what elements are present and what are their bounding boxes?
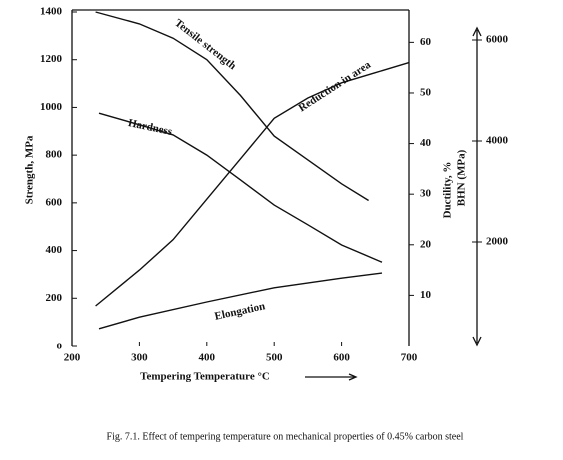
y-tick-label: 1000 xyxy=(40,101,63,113)
y-tick-label: 200 xyxy=(46,292,63,304)
y2-tick-label: 10 xyxy=(420,289,432,301)
y2-tick-label: 30 xyxy=(420,188,432,200)
series-line xyxy=(95,61,410,307)
y2-tick-label: 60 xyxy=(420,36,432,48)
y-tick-label: 400 xyxy=(46,244,63,256)
x-arrow-head xyxy=(348,373,358,381)
x-tick-label: 400 xyxy=(199,352,216,364)
curve-label: Hardness xyxy=(127,117,174,138)
y2-tick-label: 20 xyxy=(420,238,432,250)
y3-tick-label: 4000 xyxy=(486,135,509,147)
y-axis-title: Strength, MPa xyxy=(24,135,36,204)
y3-tick-label: 2000 xyxy=(486,236,509,248)
caption: Fig. 7.1. Effect of tempering temperatur… xyxy=(107,431,464,442)
curve-label: Elongation xyxy=(214,300,267,322)
x-tick-label: 600 xyxy=(333,352,350,364)
y3-tick-label: 6000 xyxy=(486,34,509,46)
x-tick-label: 300 xyxy=(131,352,148,364)
y-tick-label: 600 xyxy=(46,196,63,208)
y-tick-label: o xyxy=(57,340,63,352)
series-line xyxy=(95,11,369,202)
x-tick-label: 200 xyxy=(64,352,81,364)
x-tick-label: 700 xyxy=(401,352,418,364)
y-tick-label: 1200 xyxy=(40,53,63,65)
y-tick-label: 800 xyxy=(46,149,63,161)
curve-label: Reduction in area xyxy=(296,59,373,115)
y2-tick-label: 40 xyxy=(420,137,432,149)
series-line xyxy=(98,112,383,263)
y2-axis-title: Ductility, % xyxy=(442,162,454,219)
y3-arrows xyxy=(472,26,482,347)
y-tick-label: 1400 xyxy=(40,6,63,18)
x-tick-label: 500 xyxy=(266,352,283,364)
y2-tick-label: 50 xyxy=(420,87,432,99)
y3-axis-title: BHN (MPa) xyxy=(456,149,468,206)
x-axis-title: Tempering Temperature °C xyxy=(140,371,270,383)
series-line xyxy=(98,272,383,330)
